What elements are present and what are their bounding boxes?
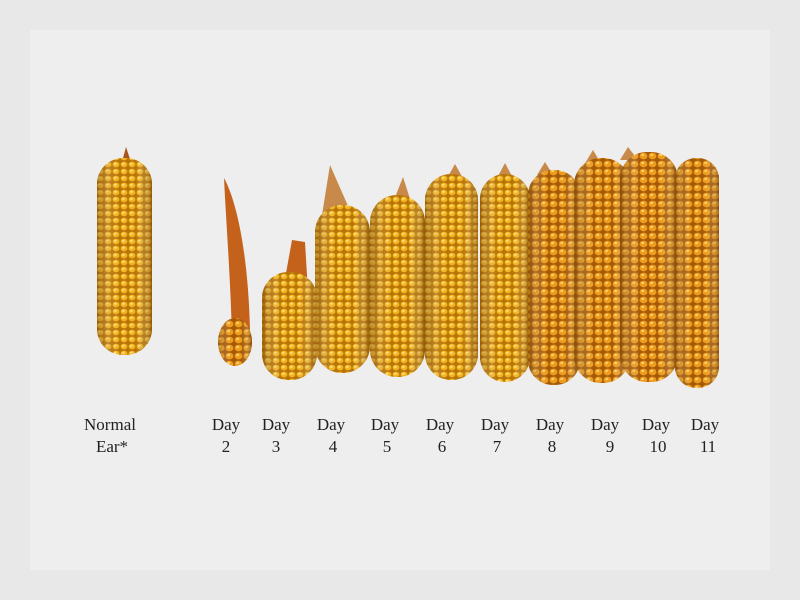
label-line1: Day	[371, 415, 400, 434]
labels: Normal Ear* Day 2 Day 3 Day 4 Day 5 Day …	[84, 415, 720, 456]
label-line1: Day	[481, 415, 510, 434]
label-line2: Ear*	[96, 437, 128, 456]
label-line2: 8	[548, 437, 557, 456]
label-line2: 10	[650, 437, 667, 456]
label-line1: Day	[642, 415, 671, 434]
label-line2: 6	[438, 437, 447, 456]
label-line1: Day	[262, 415, 291, 434]
label-line2: 7	[493, 437, 502, 456]
label-line1: Day	[691, 415, 720, 434]
label-line2: 3	[272, 437, 281, 456]
label-line1: Day	[591, 415, 620, 434]
label-line1: Day	[317, 415, 346, 434]
label-line2: 5	[383, 437, 392, 456]
corn-ears	[97, 147, 719, 388]
label-line2: 2	[222, 437, 231, 456]
label-line1: Day	[426, 415, 455, 434]
label-line1: Day	[212, 415, 241, 434]
label-line2: 11	[700, 437, 716, 456]
label-line1: Normal	[84, 415, 136, 434]
label-line2: 4	[329, 437, 338, 456]
label-line1: Day	[536, 415, 565, 434]
label-line2: 9	[606, 437, 615, 456]
